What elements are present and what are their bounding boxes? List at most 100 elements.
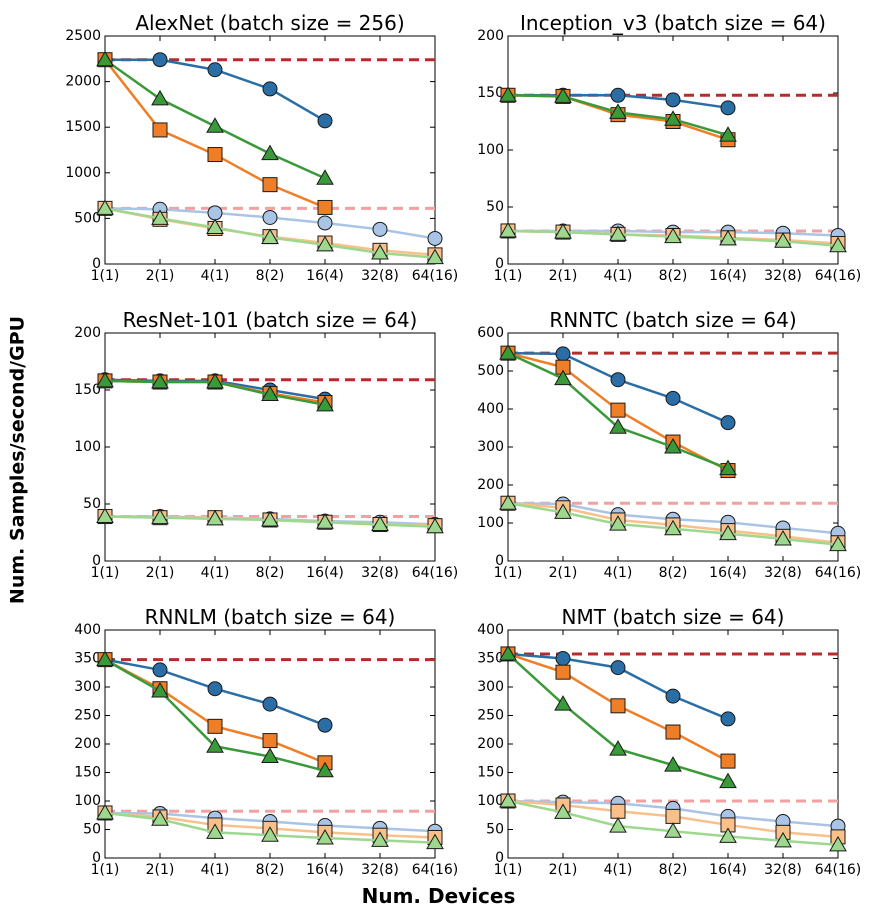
panel-title: ResNet-101 (batch size = 64) (123, 308, 418, 332)
square-marker (555, 664, 571, 680)
triangle-marker (426, 248, 444, 265)
x-tick-label: 16(4) (306, 565, 344, 581)
y-tick-label: 200 (477, 477, 504, 493)
triangle-marker (609, 740, 627, 756)
x-tick-label: 64(16) (815, 565, 862, 581)
x-tick-label: 2(1) (146, 565, 175, 581)
circle-marker (665, 92, 681, 108)
panel-title: Inception_v3 (batch size = 64) (520, 11, 826, 35)
triangle-marker (316, 829, 334, 845)
circle-marker (610, 660, 626, 676)
circle-marker (207, 62, 223, 78)
y-tick-label: 400 (477, 401, 504, 417)
y-tick-label: 150 (74, 382, 101, 398)
triangle-marker (609, 515, 627, 531)
series-dark-green (499, 86, 737, 142)
y-tick-label: 250 (74, 708, 101, 724)
triangle-marker (554, 695, 572, 711)
triangle-marker (554, 369, 572, 386)
triangle-marker (151, 810, 169, 826)
triangle-marker (316, 169, 334, 185)
triangle-marker (499, 86, 517, 102)
circle-marker (610, 87, 626, 103)
triangle-marker (151, 209, 169, 225)
circle-marker (207, 681, 223, 697)
series-light-green (499, 791, 847, 852)
triangle-marker (206, 117, 224, 133)
y-tick-label: 200 (74, 736, 101, 752)
x-tick-label: 2(1) (549, 268, 578, 284)
circle-marker (720, 100, 736, 116)
y-tick-label: 400 (74, 622, 101, 638)
y-tick-label: 300 (477, 679, 504, 695)
y-tick-label: 400 (477, 622, 504, 638)
triangle-marker (371, 831, 389, 847)
triangle-marker (151, 89, 169, 106)
x-tick-label: 1(1) (494, 565, 523, 581)
x-tick-label: 4(1) (201, 565, 230, 581)
panel-title: NMT (batch size = 64) (562, 605, 785, 629)
triangle-marker (151, 681, 169, 698)
circle-marker (665, 390, 681, 406)
y-tick-label: 2000 (65, 74, 101, 90)
triangle-marker (206, 737, 224, 753)
triangle-marker (664, 519, 682, 536)
triangle-marker (261, 510, 279, 527)
panel-4: 0 100 200 300 400 500 600 1(1) 2(1) 4(1) 8(2) 16(4)… (477, 308, 861, 581)
panel-title: RNNLM (batch size = 64) (145, 605, 396, 629)
x-tick-label: 1(1) (494, 862, 523, 878)
x-axis-title: Num. Devices (361, 884, 516, 908)
panel-2: 0 50 100 150 200 1(1) 2(1) 4(1) 8(2) 16(4) 32(8) 64… (477, 11, 861, 284)
series-light-green (96, 199, 444, 265)
x-tick-label: 1(1) (91, 862, 120, 878)
x-tick-label: 64(16) (412, 862, 459, 878)
y-tick-label: 300 (74, 679, 101, 695)
triangle-marker (499, 494, 517, 510)
square-marker (610, 803, 626, 819)
triangle-marker (719, 772, 737, 789)
panel-1: 0 500 1000 1500 2000 2500 1(1) 2(1) 4(1) 8(2) 16(4… (65, 11, 458, 284)
triangle-marker (499, 221, 517, 238)
y-tick-label: 300 (477, 439, 504, 455)
x-tick-label: 8(2) (256, 862, 285, 878)
triangle-marker (554, 803, 572, 819)
x-tick-label: 32(8) (764, 862, 802, 878)
y-tick-label: 250 (477, 708, 504, 724)
triangle-marker (774, 232, 792, 248)
y-tick-label: 0 (495, 553, 504, 569)
x-tick-label: 16(4) (306, 862, 344, 878)
triangle-marker (719, 827, 737, 843)
triangle-marker (664, 437, 682, 454)
triangle-marker (554, 503, 572, 519)
x-tick-label: 1(1) (91, 565, 120, 581)
y-tick-label: 350 (74, 651, 101, 667)
y-tick-label: 50 (83, 822, 101, 838)
circle-marker (262, 696, 278, 712)
x-tick-label: 16(4) (709, 862, 747, 878)
triangle-marker (316, 395, 334, 412)
square-marker (610, 402, 626, 418)
square-marker (720, 753, 736, 769)
triangle-marker (261, 144, 279, 161)
y-tick-label: 500 (74, 210, 101, 226)
triangle-marker (719, 524, 737, 541)
triangle-marker (151, 373, 169, 389)
y-tick-label: 100 (477, 142, 504, 158)
x-tick-label: 8(2) (256, 268, 285, 284)
x-tick-label: 32(8) (361, 565, 399, 581)
panel-5: 0 50 100 150 200 250 300 350 400 1(1) 2(1) 4(1) 8(2)… (74, 605, 458, 878)
x-tick-label: 64(16) (412, 565, 459, 581)
triangle-marker (261, 747, 279, 764)
x-tick-label: 2(1) (549, 565, 578, 581)
x-tick-label: 2(1) (146, 268, 175, 284)
triangle-marker (206, 509, 224, 526)
circle-marker (207, 205, 223, 221)
y-tick-label: 200 (74, 325, 101, 341)
x-tick-label: 2(1) (146, 862, 175, 878)
x-tick-label: 4(1) (604, 862, 633, 878)
triangle-marker (96, 507, 114, 524)
triangle-marker (609, 103, 627, 119)
y-tick-label: 1000 (65, 165, 101, 181)
circle-marker (720, 711, 736, 727)
triangle-marker (664, 756, 682, 772)
